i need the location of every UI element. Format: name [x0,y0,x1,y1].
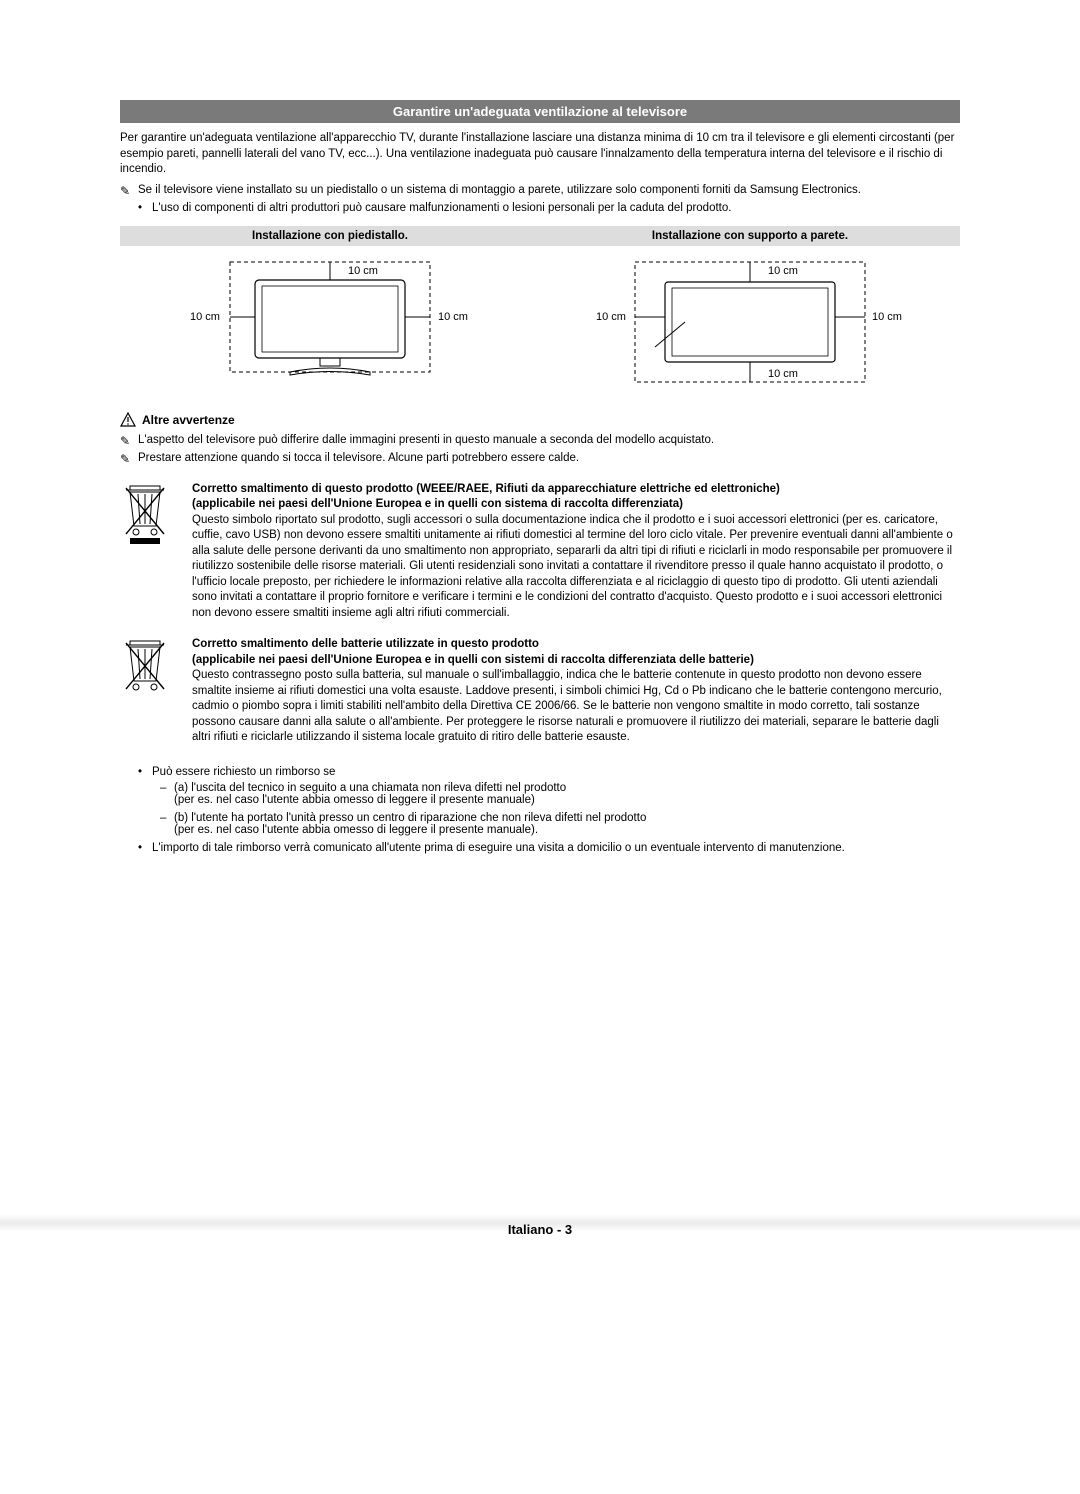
note-text: Se il televisore viene installato su un … [138,184,861,196]
weee-body: Questo simbolo riportato sul prodotto, s… [192,513,960,622]
label-top: 10 cm [768,265,798,277]
dash: – [160,782,174,806]
battery-block: Corretto smaltimento delle batterie util… [120,637,960,746]
battery-subtitle: (applicabile nei paesi dell'Unione Europ… [192,653,960,669]
label-top: 10 cm [348,265,378,277]
note-icon: ✎ [120,452,138,466]
battery-icon [120,637,180,746]
refund-a: – (a) l'uscita del tecnico in seguito a … [160,782,960,806]
label-right: 10 cm [438,311,468,323]
note-icon: ✎ [120,184,138,198]
diagram-wall: 10 cm 10 cm 10 cm 10 cm [540,252,960,392]
warnings-header: Altre avvertenze [120,412,960,428]
label-left: 10 cm [190,311,220,323]
warning-line-1: ✎ L'aspetto del televisore può differire… [120,434,960,448]
label-left: 10 cm [596,311,626,323]
refund-intro: • Può essere richiesto un rimborso se [138,766,960,778]
refund-a2: (per es. nel caso l'utente abbia omesso … [174,794,566,806]
battery-body: Questo contrassegno posto sulla batteria… [192,668,960,746]
section-header: Garantire un'adeguata ventilazione al te… [120,100,960,123]
note-icon: ✎ [120,434,138,448]
refund-b1: (b) l'utente ha portato l'unità presso u… [174,812,646,824]
warning-icon [120,412,136,428]
label-right: 10 cm [872,311,902,323]
bullet-dot: • [138,766,152,778]
refund-outro-text: L'importo di tale rimborso verrà comunic… [152,842,845,854]
warning-text-2: Prestare attenzione quando si tocca il t… [138,452,579,464]
label-bottom: 10 cm [768,368,798,380]
refund-intro-text: Può essere richiesto un rimborso se [152,766,335,778]
refund-a1: (a) l'uscita del tecnico in seguito a un… [174,782,566,794]
weee-block: Corretto smaltimento di questo prodotto … [120,482,960,622]
warnings-title: Altre avvertenze [142,413,235,427]
bullet-text: L'uso di componenti di altri produttori … [152,202,731,214]
dash: – [160,812,174,836]
warning-text-1: L'aspetto del televisore può differire d… [138,434,714,446]
bullet-line-1: • L'uso di componenti di altri produttor… [138,202,960,214]
bullet-dot: • [138,202,152,214]
weee-subtitle: (applicabile nei paesi dell'Unione Europ… [192,497,960,513]
warning-line-2: ✎ Prestare attenzione quando si tocca il… [120,452,960,466]
install-header-right: Installazione con supporto a parete. [540,226,960,246]
note-line-1: ✎ Se il televisore viene installato su u… [120,184,960,198]
weee-title: Corretto smaltimento di questo prodotto … [192,482,960,498]
refund-b2: (per es. nel caso l'utente abbia omesso … [174,824,646,836]
install-header-left: Installazione con piedistallo. [120,226,540,246]
bullet-dot: • [138,842,152,854]
intro-text: Per garantire un'adeguata ventilazione a… [120,131,960,178]
diagram-stand: 10 cm 10 cm 10 cm [120,252,540,392]
battery-title: Corretto smaltimento delle batterie util… [192,637,960,653]
refund-outro: • L'importo di tale rimborso verrà comun… [138,842,960,854]
weee-icon [120,482,180,622]
install-table: Installazione con piedistallo. Installaz… [120,226,960,392]
page-footer: Italiano - 3 [120,1214,960,1245]
refund-b: – (b) l'utente ha portato l'unità presso… [160,812,960,836]
